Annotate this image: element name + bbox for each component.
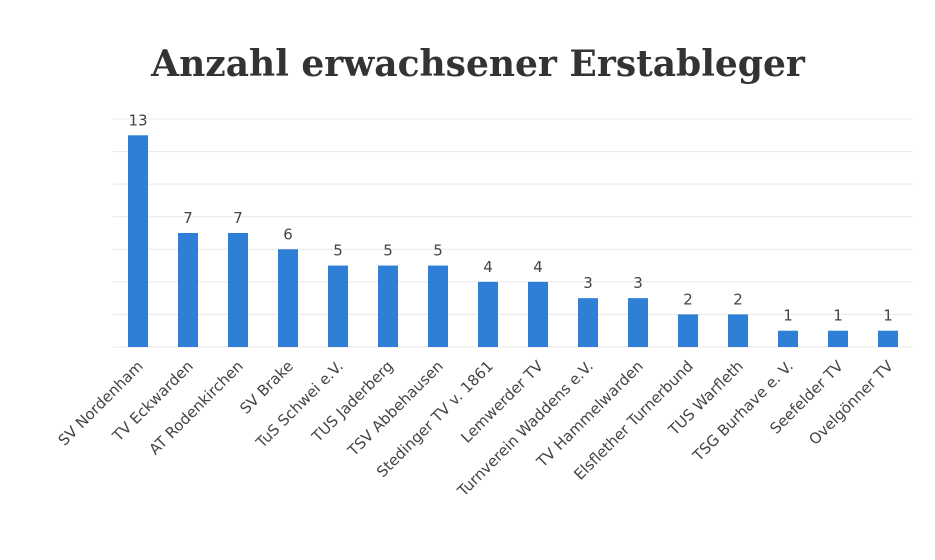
- data-label: 4: [533, 258, 543, 276]
- data-label: 5: [383, 242, 393, 260]
- data-label: 5: [333, 242, 343, 260]
- bar: [278, 249, 298, 347]
- bar: [178, 233, 198, 347]
- data-label: 4: [483, 258, 493, 276]
- bar: [428, 265, 448, 347]
- data-label: 5: [433, 242, 443, 260]
- data-label: 7: [233, 209, 243, 227]
- bar: [678, 314, 698, 347]
- bar: [878, 330, 898, 347]
- bar: [728, 314, 748, 347]
- x-tick-label: TuS Schwei e.V.: [252, 357, 347, 452]
- data-label: 1: [833, 307, 843, 325]
- bar: [528, 281, 548, 347]
- x-tick-label: SV Nordenham: [55, 357, 147, 449]
- bar: [578, 298, 598, 347]
- bar: [778, 330, 798, 347]
- data-label: 13: [128, 111, 147, 129]
- data-label: 1: [883, 307, 893, 325]
- bar: [628, 298, 648, 347]
- bar: [378, 265, 398, 347]
- bar: [478, 281, 498, 347]
- data-label: 3: [583, 274, 593, 292]
- bar: [228, 233, 248, 347]
- data-label: 2: [683, 290, 693, 308]
- data-label: 7: [183, 209, 193, 227]
- data-label: 6: [283, 225, 293, 243]
- bar: [828, 330, 848, 347]
- data-label: 1: [783, 307, 793, 325]
- chart-title: Anzahl erwachsener Erstableger: [150, 43, 806, 85]
- x-tick-label: AT Rodenkirchen: [145, 357, 246, 458]
- data-label: 2: [733, 290, 743, 308]
- x-tick-label: Ovelgönner TV: [805, 357, 897, 449]
- bar: [328, 265, 348, 347]
- data-label: 3: [633, 274, 643, 292]
- bar: [128, 135, 148, 347]
